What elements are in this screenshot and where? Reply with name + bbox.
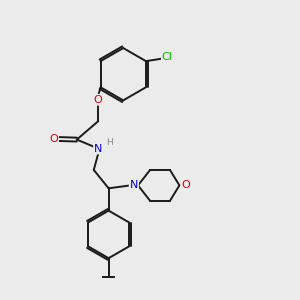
Text: O: O (94, 95, 103, 105)
Text: O: O (182, 180, 190, 190)
Text: Cl: Cl (162, 52, 173, 62)
Text: N: N (94, 143, 102, 154)
Text: O: O (49, 134, 58, 144)
Text: N: N (130, 180, 138, 190)
Text: H: H (106, 138, 113, 147)
